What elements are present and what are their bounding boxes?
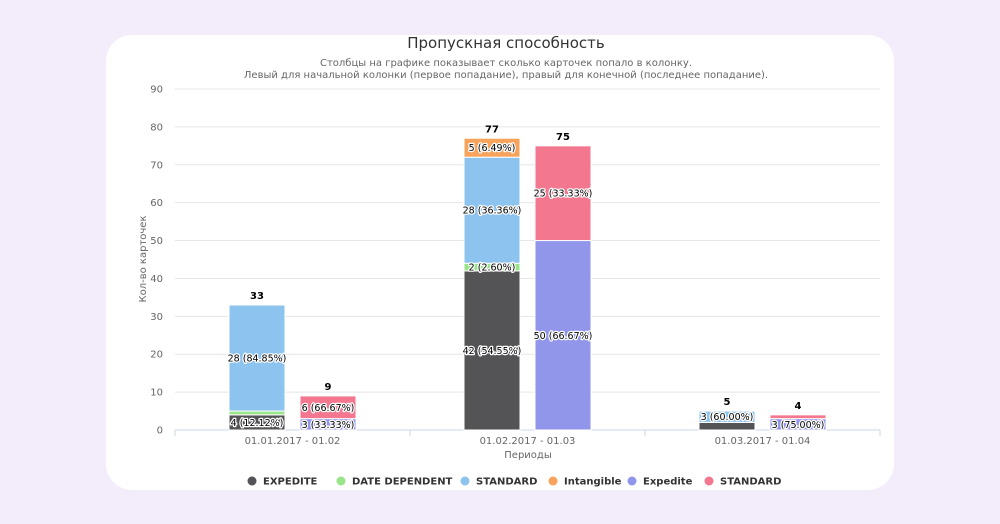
bar-segment — [534, 240, 592, 431]
y-tick-label: 60 — [150, 198, 163, 209]
legend-marker — [460, 476, 470, 486]
legend: EXPEDITE DATE DEPENDENT STANDARD Intangible… — [247, 476, 781, 488]
y-tick-label: 20 — [150, 350, 163, 361]
legend-marker — [548, 476, 558, 486]
legend-item: Expedite — [627, 476, 693, 488]
bar-segment-label: 25 (33.33%) — [534, 189, 593, 200]
bar-segment — [698, 410, 756, 423]
bar-segment-label: 42 (54.55%) — [463, 346, 522, 357]
legend-marker — [247, 476, 257, 486]
legend-label: EXPEDITE — [263, 477, 318, 488]
bar-total-label: 33 — [250, 291, 264, 302]
bar-segment — [534, 145, 592, 242]
bar-segment-label: 3 (75.00%) — [772, 420, 825, 431]
data-labels: 0 10 20 30 40 50 60 70 80 90 01.01.2017 - 01.02 01.… — [150, 85, 825, 448]
y-tick-label: 10 — [150, 388, 163, 399]
legend-item: EXPEDITE — [247, 476, 318, 488]
y-axis-title: Кол-во карточек — [138, 216, 149, 303]
y-tick-label: 70 — [150, 160, 163, 171]
legend-marker — [704, 476, 714, 486]
legend-label: STANDARD — [476, 477, 537, 488]
y-tick-label: 0 — [157, 426, 163, 437]
bar-segment-label: 28 (84.85%) — [228, 354, 287, 365]
bar-segment-label: 2 (2.60%) — [469, 263, 516, 274]
chart-subtitle-line-2: Левый для начальной колонки (первое попа… — [244, 70, 768, 81]
chart-title: Пропускная способность — [407, 34, 604, 52]
x-axis-title: Периоды — [504, 450, 551, 461]
y-tick-label: 40 — [150, 274, 163, 285]
y-tick-label: 90 — [150, 85, 163, 96]
legend-label: DATE DEPENDENT — [352, 477, 453, 488]
grid-lines — [174, 88, 881, 436]
y-tick-label: 50 — [150, 236, 163, 247]
bar-total-label: 5 — [724, 397, 731, 408]
bar-segment-label: 3 (60.00%) — [701, 412, 754, 423]
bar-segment — [228, 304, 286, 412]
x-tick-label: 01.03.2017 - 01.04 — [715, 436, 811, 447]
legend-item: STANDARD — [704, 476, 781, 488]
legend-label: Expedite — [643, 477, 693, 488]
bar-total-label: 4 — [795, 401, 802, 412]
x-tick-label: 01.02.2017 - 01.03 — [480, 436, 576, 447]
bars — [228, 137, 827, 431]
legend-label: Intangible — [564, 477, 622, 488]
bar-segment — [299, 395, 357, 420]
legend-marker — [627, 476, 637, 486]
legend-label: STANDARD — [720, 477, 781, 488]
legend-item: STANDARD — [460, 476, 537, 488]
legend-item: DATE DEPENDENT — [336, 476, 453, 488]
bar-segment-label: 50 (66.67%) — [534, 331, 593, 342]
bar-segment-label: 4 (12.12%) — [231, 418, 284, 429]
bar-segment-label: 6 (66.67%) — [302, 403, 355, 414]
x-tick-label: 01.01.2017 - 01.02 — [245, 436, 341, 447]
bar-segment — [769, 414, 827, 420]
bar-total-label: 77 — [485, 124, 499, 135]
bar-total-label: 9 — [325, 382, 332, 393]
bar-segment — [463, 270, 521, 431]
bar-segment — [463, 156, 521, 264]
bar-segment-label: 28 (36.36%) — [463, 206, 522, 217]
bar-segment-label: 3 (33.33%) — [302, 420, 355, 431]
bar-segment — [463, 137, 521, 158]
bar-segment — [698, 421, 756, 431]
bar-total-label: 75 — [556, 132, 570, 143]
bar-segment — [228, 410, 286, 416]
legend-item: Intangible — [548, 476, 622, 488]
chart-subtitle-line-1: Столбцы на графике показывает сколько ка… — [320, 58, 692, 69]
y-tick-label: 80 — [150, 122, 163, 133]
legend-marker — [336, 476, 346, 486]
y-tick-label: 30 — [150, 312, 163, 323]
bar-segment-label: 5 (6.49%) — [469, 143, 516, 154]
